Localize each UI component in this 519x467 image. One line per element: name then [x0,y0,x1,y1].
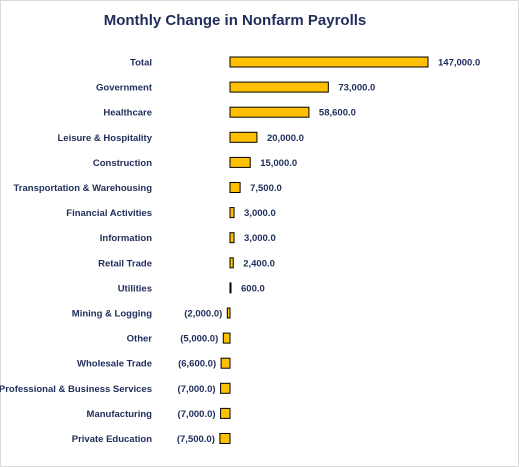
category-label: Retail Trade [98,258,152,269]
bar [226,307,231,319]
value-label: 2,400.0 [243,258,275,269]
category-label: Wholesale Trade [77,359,152,370]
value-label: (7,000.0) [178,409,216,420]
value-label: 147,000.0 [438,58,480,69]
category-label: Construction [93,158,152,169]
category-label: Utilities [118,283,152,294]
value-label: 7,500.0 [250,183,282,194]
bar [229,282,232,294]
value-label: 20,000.0 [267,133,304,144]
value-label: 3,000.0 [244,208,276,219]
category-label: Professional & Business Services [0,384,152,395]
category-label: Government [96,83,153,94]
category-label: Information [100,233,152,244]
value-label: 15,000.0 [260,158,297,169]
bar [229,106,310,118]
value-label: (7,000.0) [178,384,216,395]
bar [229,207,235,219]
value-label: 73,000.0 [338,83,375,94]
bar [220,357,231,369]
value-label: (2,000.0) [184,309,222,320]
category-label: Leisure & Hospitality [58,133,153,144]
value-label: 3,000.0 [244,233,276,244]
bar [229,156,251,168]
bar [229,56,429,68]
value-label: (7,500.0) [177,434,215,445]
bar [229,81,329,93]
bar [229,257,234,269]
bar [222,332,231,344]
category-label: Private Education [72,434,152,445]
category-label: Transportation & Warehousing [14,183,153,194]
bar [220,407,231,419]
category-label: Financial Activities [66,208,152,219]
bar [219,433,231,444]
category-label: Other [127,334,153,345]
bar [220,382,231,394]
bar [229,232,235,244]
category-label: Total [130,58,152,69]
category-label: Manufacturing [87,409,153,420]
chart-title: Monthly Change in Nonfarm Payrolls [103,12,367,29]
bar [229,182,241,193]
bar [229,131,258,143]
value-label: 600.0 [241,283,265,294]
value-label: (6,600.0) [178,359,216,370]
category-label: Healthcare [103,108,152,119]
value-label: (5,000.0) [180,334,218,345]
value-label: 58,600.0 [319,108,356,119]
category-label: Mining & Logging [72,309,152,320]
